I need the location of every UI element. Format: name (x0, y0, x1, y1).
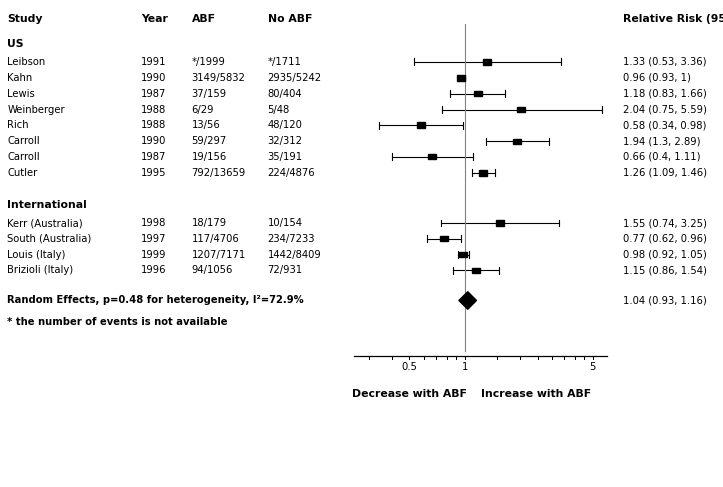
Text: Decrease with ABF: Decrease with ABF (352, 390, 467, 399)
Text: 37/159: 37/159 (192, 89, 227, 98)
Text: 1990: 1990 (141, 136, 166, 146)
Text: 0.58 (0.34, 0.98): 0.58 (0.34, 0.98) (623, 120, 706, 130)
Text: 0.66 (0.4, 1.11): 0.66 (0.4, 1.11) (623, 152, 701, 162)
Text: 80/404: 80/404 (268, 89, 302, 98)
Text: Rich: Rich (7, 120, 29, 130)
Text: 1.26 (1.09, 1.46): 1.26 (1.09, 1.46) (623, 168, 707, 178)
Text: Brizioli (Italy): Brizioli (Italy) (7, 265, 73, 275)
Text: 1987: 1987 (141, 152, 166, 162)
Text: Year: Year (141, 14, 168, 23)
Text: Louis (Italy): Louis (Italy) (7, 250, 66, 260)
Text: 2.04 (0.75, 5.59): 2.04 (0.75, 5.59) (623, 105, 707, 114)
Text: 224/4876: 224/4876 (268, 168, 315, 178)
Text: 1: 1 (461, 362, 468, 373)
Text: 117/4706: 117/4706 (192, 234, 239, 244)
Text: 234/7233: 234/7233 (268, 234, 315, 244)
Text: Kahn: Kahn (7, 73, 33, 83)
Text: 1.15 (0.86, 1.54): 1.15 (0.86, 1.54) (623, 265, 707, 275)
Text: 1.33 (0.53, 3.36): 1.33 (0.53, 3.36) (623, 57, 706, 67)
Text: 72/931: 72/931 (268, 265, 303, 275)
Text: 1990: 1990 (141, 73, 166, 83)
Text: 1988: 1988 (141, 120, 166, 130)
Text: Lewis: Lewis (7, 89, 35, 98)
Text: 18/179: 18/179 (192, 218, 227, 228)
Text: 1995: 1995 (141, 168, 166, 178)
Text: 35/191: 35/191 (268, 152, 303, 162)
Text: Increase with ABF: Increase with ABF (481, 390, 591, 399)
Text: 48/120: 48/120 (268, 120, 302, 130)
Text: 5: 5 (590, 362, 596, 373)
Text: Random Effects, p=0.48 for heterogeneity, I²=72.9%: Random Effects, p=0.48 for heterogeneity… (7, 296, 304, 305)
Text: 1999: 1999 (141, 250, 166, 260)
Text: 1.04 (0.93, 1.16): 1.04 (0.93, 1.16) (623, 296, 707, 305)
Text: 1.94 (1.3, 2.89): 1.94 (1.3, 2.89) (623, 136, 701, 146)
Text: 1998: 1998 (141, 218, 166, 228)
Text: */1711: */1711 (268, 57, 301, 67)
Text: 1.18 (0.83, 1.66): 1.18 (0.83, 1.66) (623, 89, 707, 98)
Text: Carroll: Carroll (7, 152, 40, 162)
Text: 0.5: 0.5 (401, 362, 417, 373)
Text: No ABF: No ABF (268, 14, 312, 23)
Text: 59/297: 59/297 (192, 136, 227, 146)
Text: 1988: 1988 (141, 105, 166, 114)
Text: Study: Study (7, 14, 43, 23)
Text: 1996: 1996 (141, 265, 166, 275)
Text: ABF: ABF (192, 14, 215, 23)
Text: 0.98 (0.92, 1.05): 0.98 (0.92, 1.05) (623, 250, 707, 260)
Text: 94/1056: 94/1056 (192, 265, 233, 275)
Text: US: US (7, 39, 24, 49)
Text: 5/48: 5/48 (268, 105, 290, 114)
Text: Weinberger: Weinberger (7, 105, 65, 114)
Text: 792/13659: 792/13659 (192, 168, 246, 178)
Text: 6/29: 6/29 (192, 105, 214, 114)
Text: Carroll: Carroll (7, 136, 40, 146)
Text: 1991: 1991 (141, 57, 166, 67)
Text: 3149/5832: 3149/5832 (192, 73, 246, 83)
Text: International: International (7, 200, 87, 209)
Text: 0.77 (0.62, 0.96): 0.77 (0.62, 0.96) (623, 234, 707, 244)
Text: 13/56: 13/56 (192, 120, 221, 130)
Text: Leibson: Leibson (7, 57, 46, 67)
Text: Kerr (Australia): Kerr (Australia) (7, 218, 83, 228)
Text: 19/156: 19/156 (192, 152, 227, 162)
Text: 2935/5242: 2935/5242 (268, 73, 322, 83)
Text: 1442/8409: 1442/8409 (268, 250, 321, 260)
Text: 32/312: 32/312 (268, 136, 302, 146)
Text: 1997: 1997 (141, 234, 166, 244)
Text: South (Australia): South (Australia) (7, 234, 92, 244)
Text: 1.55 (0.74, 3.25): 1.55 (0.74, 3.25) (623, 218, 707, 228)
Text: Cutler: Cutler (7, 168, 38, 178)
Text: */1999: */1999 (192, 57, 226, 67)
Text: Relative Risk (95%: Relative Risk (95% (623, 14, 723, 23)
Text: 0.96 (0.93, 1): 0.96 (0.93, 1) (623, 73, 691, 83)
Text: 1987: 1987 (141, 89, 166, 98)
Polygon shape (459, 292, 476, 309)
Text: 10/154: 10/154 (268, 218, 302, 228)
Text: * the number of events is not available: * the number of events is not available (7, 318, 228, 327)
Text: 1207/7171: 1207/7171 (192, 250, 246, 260)
